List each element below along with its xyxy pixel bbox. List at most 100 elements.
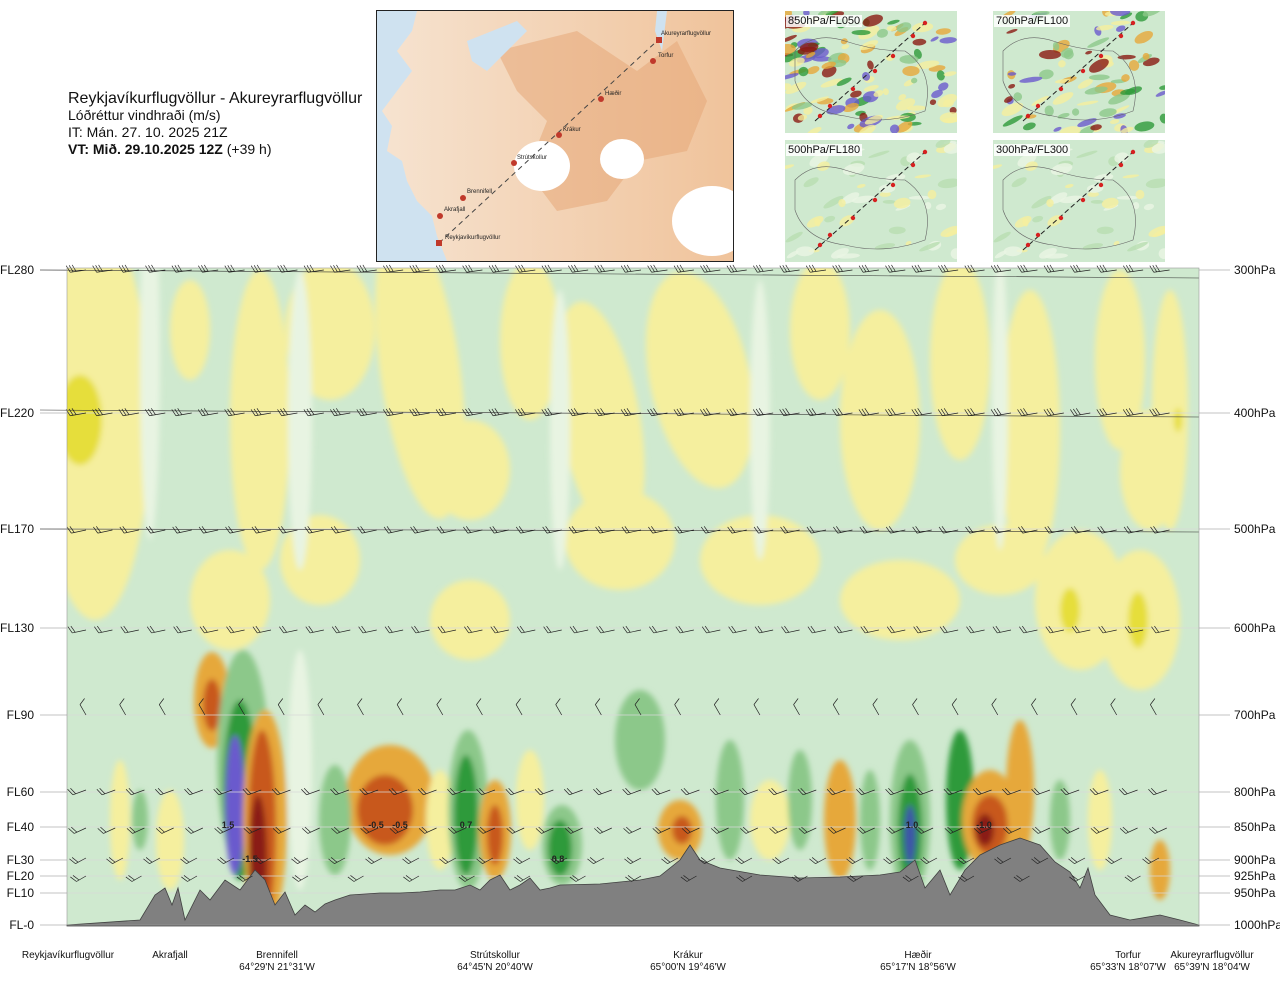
wind-barb-shaft [1008,827,1021,834]
wind-barb-shaft [706,629,721,634]
wind-barb-feather [779,409,785,416]
map-cell [807,126,822,133]
wind-barb-feather [225,526,231,534]
map-cell [1075,125,1096,133]
wind-barb-shaft [570,827,583,834]
wind-barb-shaft [890,789,905,796]
wind-barb-shaft [704,857,716,864]
wind-barb-shaft [467,529,483,534]
wind-barb-feather [967,265,972,272]
wind-barb-feather [436,698,442,705]
wind-barb-feather [1044,526,1050,534]
wind-barb [418,826,437,834]
map-cell [949,106,957,114]
wind-barb-shaft [943,529,959,534]
wind-barb-feather [683,875,690,881]
wind-barb-feather [94,626,100,634]
wind-barb [197,408,219,417]
wind-barb-feather [674,526,680,534]
wind-barb-feather [281,625,287,633]
wind-barb-feather [654,787,661,795]
route-point-marker [436,240,442,246]
wind-barb [939,625,959,634]
wind-barb-feather [774,857,782,863]
map-cell [1142,11,1162,17]
map-cell [943,143,957,154]
level-map-canvas [993,140,1165,262]
route-point-marker [556,132,562,138]
wind-barb-feather [849,875,857,881]
wind-barb-feather [626,857,634,863]
wind-barb-feather [968,526,974,533]
wind-barb [180,857,198,864]
wind-barb-feather [805,409,811,416]
wind-barb-shaft [277,789,291,796]
wind-barb-feather [680,788,687,796]
wind-barb-feather [177,408,183,415]
wind-barb [1142,857,1160,864]
wind-barb-feather [308,625,314,633]
wind-barb [661,857,679,864]
wind-barb-feather [911,409,917,416]
wind-barb-feather [597,265,602,272]
wind-barb-feather [387,625,393,633]
wind-barb-feather [624,858,631,864]
waypoint-coord: 65°00'N 19°46'W [650,962,726,973]
wind-barb-shaft [482,857,494,864]
wind-barb-feather [937,409,943,416]
wind-barb-feather [92,409,97,416]
level-map-canvas [785,11,957,133]
map-cell [821,61,836,69]
field-blob [454,755,478,875]
wind-barb [155,826,174,834]
wind-barb-feather [1119,828,1127,834]
wind-barb-feather [150,408,156,415]
map-cell [1128,59,1140,71]
wind-barb-feather [491,408,497,416]
fl-label: FL280 [0,263,35,277]
wind-barb-feather [96,526,101,533]
wind-barb-feather [466,625,472,633]
wind-barb-feather [1096,265,1102,273]
route-map-canvas: Akureyrarflugvöllur Torfur Hæðir Krákur … [377,11,733,261]
wind-barb-shaft [408,857,420,864]
wind-barb-feather [651,788,658,796]
wind-barb-feather [255,625,261,633]
map-cell [879,191,892,197]
fjord [655,11,667,51]
wind-barb-feather [938,526,944,534]
wind-barb-feather [886,626,892,634]
wind-barb-feather [684,826,691,833]
wind-barb-shaft [964,875,975,882]
map-cell [1099,108,1117,117]
wind-barb-feather [350,875,357,881]
wind-barb [516,625,536,634]
field-blob [992,268,1008,550]
wind-barb-shaft [161,827,174,834]
pressure-label: 925hPa [1234,869,1276,883]
wind-barb-feather [71,857,79,863]
wind-barb-shaft [424,827,437,834]
wind-barb-shaft [1129,629,1144,634]
wind-barb-feather [518,265,523,272]
route-point-marker [817,242,823,248]
field-blob [1088,770,1112,870]
wind-barb-feather [791,876,799,882]
wind-barb-shaft [634,704,642,716]
waypoint-name: Akureyrarflugvöllur [1170,950,1254,961]
map-cell [889,124,900,133]
route-point-marker [1098,53,1104,59]
wind-barb-feather [797,788,804,796]
wind-barb-shaft [229,529,245,534]
wind-barb-feather [545,526,551,533]
wind-barb-feather [595,698,601,705]
wind-barb-feather [729,408,735,416]
wind-barb-feather [229,625,235,633]
wind-barb-feather [254,858,261,864]
wind-barb-feather [92,265,97,273]
wind-barb [184,787,203,796]
wind-barb [125,787,145,796]
wind-barb-feather [675,626,681,634]
wind-barb-feather [976,826,983,833]
wind-barb-shaft [785,629,800,634]
